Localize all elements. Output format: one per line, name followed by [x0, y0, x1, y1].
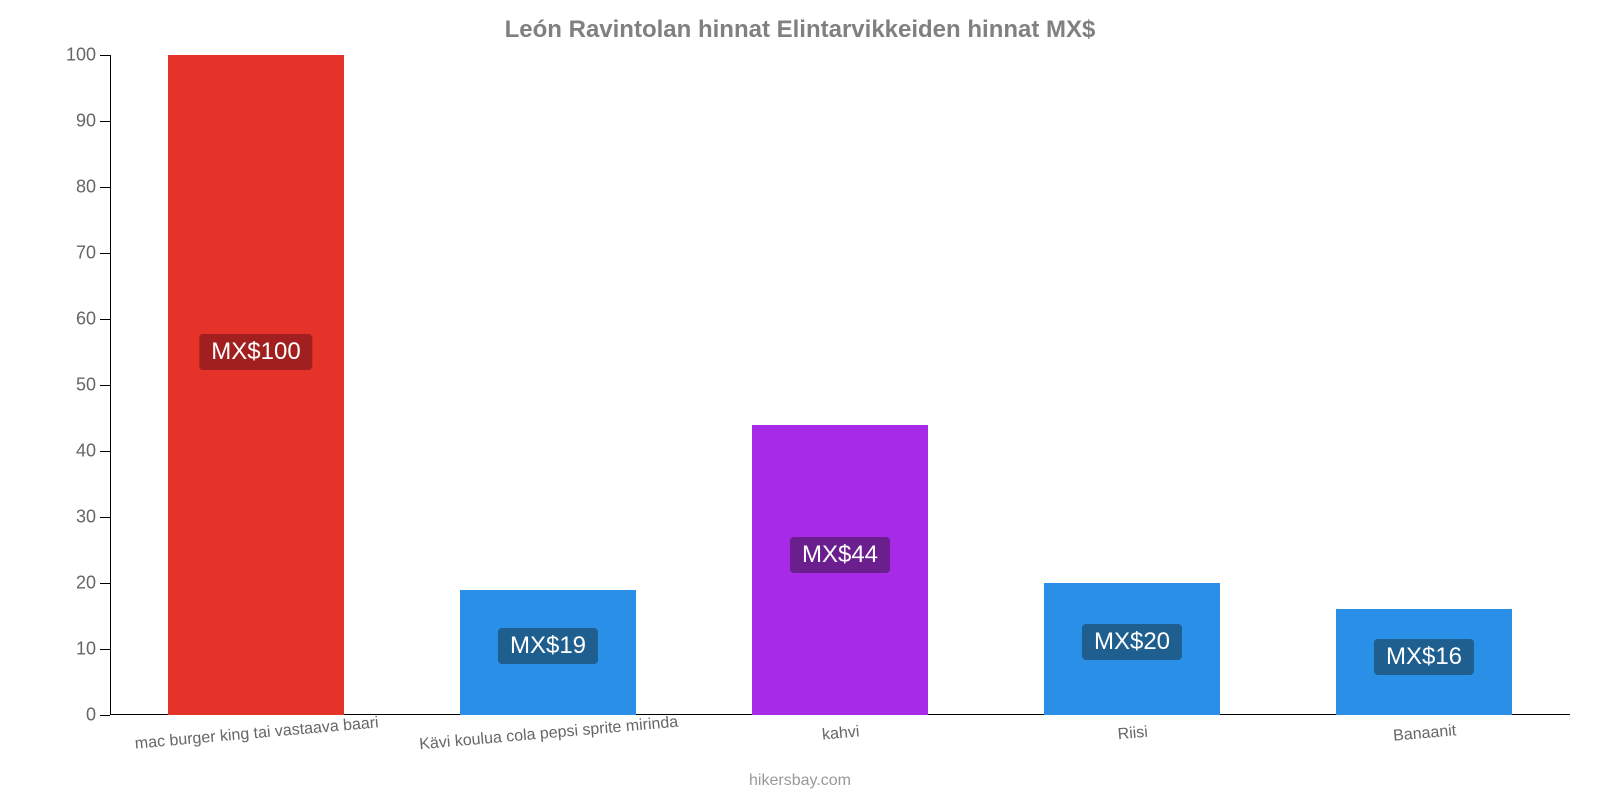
y-tick — [100, 187, 110, 188]
plot-area: MX$100MX$19MX$44MX$20MX$16 0102030405060… — [110, 55, 1570, 715]
bar — [168, 55, 343, 715]
x-category-label: Kävi koulua cola pepsi sprite mirinda — [419, 714, 679, 755]
bar-value-label: MX$16 — [1374, 639, 1474, 675]
y-tick-label: 100 — [66, 45, 96, 66]
y-tick — [100, 55, 110, 56]
y-tick — [100, 583, 110, 584]
y-tick — [100, 649, 110, 650]
y-tick-label: 10 — [76, 639, 96, 660]
chart-title: León Ravintolan hinnat Elintarvikkeiden … — [0, 16, 1600, 44]
bar-value-label: MX$19 — [498, 628, 598, 664]
y-tick-label: 20 — [76, 573, 96, 594]
y-tick — [100, 517, 110, 518]
y-tick-label: 70 — [76, 243, 96, 264]
price-bar-chart: León Ravintolan hinnat Elintarvikkeiden … — [0, 0, 1600, 800]
x-category-label: mac burger king tai vastaava baari — [134, 714, 379, 753]
y-tick-label: 40 — [76, 441, 96, 462]
y-tick-label: 0 — [86, 705, 96, 726]
x-category-label: kahvi — [821, 723, 860, 744]
y-tick-label: 30 — [76, 507, 96, 528]
y-tick — [100, 253, 110, 254]
y-tick — [100, 319, 110, 320]
x-category-label: Banaanit — [1393, 722, 1458, 745]
y-tick — [100, 715, 110, 716]
bar-value-label: MX$44 — [790, 537, 890, 573]
bar-value-label: MX$100 — [199, 334, 312, 370]
y-tick — [100, 451, 110, 452]
y-tick-label: 60 — [76, 309, 96, 330]
bar-value-label: MX$20 — [1082, 624, 1182, 660]
x-category-label: Riisi — [1117, 724, 1149, 745]
y-tick — [100, 121, 110, 122]
chart-footer: hikersbay.com — [0, 772, 1600, 790]
bars-container: MX$100 MX$19 MX$44 MX$20 MX$16 — [110, 55, 1570, 715]
y-tick-label: 80 — [76, 177, 96, 198]
y-tick — [100, 385, 110, 386]
y-tick-label: 50 — [76, 375, 96, 396]
y-tick-label: 90 — [76, 111, 96, 132]
